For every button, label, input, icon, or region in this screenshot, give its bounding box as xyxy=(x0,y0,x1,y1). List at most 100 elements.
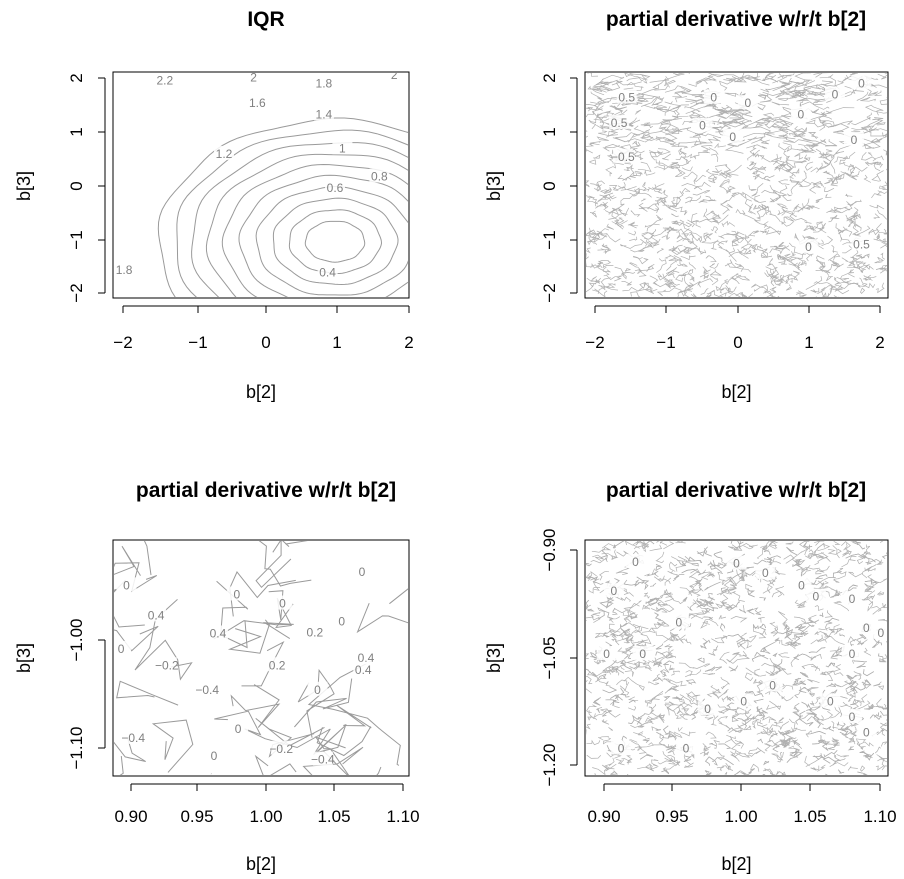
contour-level xyxy=(598,736,609,741)
contour-level xyxy=(862,683,872,689)
contour-level xyxy=(753,286,769,292)
contour-level xyxy=(769,268,775,276)
contour-level xyxy=(709,269,722,276)
plot-frame xyxy=(112,71,410,299)
contour-level xyxy=(786,749,803,763)
contour-label: 0 xyxy=(762,566,769,580)
contour-level xyxy=(586,614,595,619)
contour-level xyxy=(846,266,861,269)
contour-level xyxy=(594,632,606,639)
contour-level xyxy=(646,693,664,707)
contour-level xyxy=(690,607,710,619)
contour-level xyxy=(657,757,672,765)
contour-level xyxy=(799,161,807,164)
contour-level xyxy=(794,148,807,157)
contour-level xyxy=(847,163,868,172)
panel-2: 0.5 0.5 −0.5 0 0 0 0 0 0 0 0 0 0.5 partial derivative… xyxy=(484,8,889,402)
contour-level xyxy=(859,287,866,295)
contour-level xyxy=(781,220,794,227)
contour-level xyxy=(609,185,619,192)
contour-level xyxy=(592,108,604,121)
contour-level xyxy=(672,686,677,690)
contour-level xyxy=(664,85,692,95)
contour-level xyxy=(862,563,877,579)
contour-level xyxy=(818,155,830,159)
contour-level xyxy=(857,694,868,703)
contour-level xyxy=(840,273,855,284)
contour-level xyxy=(191,142,408,297)
contour-level xyxy=(610,770,618,775)
contour-level xyxy=(878,181,887,189)
contour-level xyxy=(786,546,798,556)
contour-level xyxy=(741,113,753,122)
contour-level xyxy=(675,73,685,76)
contour-level xyxy=(849,167,855,175)
contour-level xyxy=(613,578,620,586)
x-tick-label: 2 xyxy=(875,333,884,352)
contour-level xyxy=(752,152,760,158)
contour-level xyxy=(637,721,654,728)
contour-level xyxy=(854,698,862,707)
contour-level xyxy=(800,624,815,635)
contour-level xyxy=(658,578,671,585)
contour-level xyxy=(826,276,833,282)
contour-level xyxy=(702,199,716,202)
contour-level xyxy=(863,275,871,281)
contour-level xyxy=(617,224,625,230)
contour-level xyxy=(683,696,699,706)
contour-level xyxy=(806,715,824,722)
contour-level xyxy=(693,175,698,185)
contour-level xyxy=(644,573,659,578)
contour-level xyxy=(746,162,757,171)
contour-level xyxy=(719,587,729,596)
contour-level xyxy=(828,624,840,638)
contour-level xyxy=(687,556,703,564)
contour-level xyxy=(770,153,779,165)
contour-level xyxy=(773,740,787,749)
contour-level xyxy=(694,578,703,586)
y-tick-label: 2 xyxy=(67,73,86,82)
contour-level xyxy=(713,645,719,651)
x-tick-label: 1.10 xyxy=(386,807,419,826)
contour-level xyxy=(688,262,697,270)
contour-level xyxy=(662,287,676,292)
contour-level xyxy=(700,145,713,151)
contour-level xyxy=(847,269,855,274)
contour-level xyxy=(660,663,670,673)
contour-level xyxy=(679,587,693,596)
contour-level xyxy=(664,701,674,709)
contour-level xyxy=(662,153,671,161)
contour-label: 0 xyxy=(733,557,740,571)
contour-level xyxy=(640,742,655,748)
contour-level xyxy=(645,597,659,604)
contour-level xyxy=(590,140,602,146)
contour-level xyxy=(609,700,620,709)
contour-level xyxy=(771,276,782,286)
contour-level xyxy=(722,115,745,124)
contour-level xyxy=(725,600,740,612)
contour-level xyxy=(798,686,810,693)
contour-level xyxy=(738,244,753,259)
x-tick-label: −2 xyxy=(585,333,604,352)
contour-level xyxy=(777,254,786,261)
contour-level xyxy=(593,581,604,585)
contour-level xyxy=(832,545,840,559)
contour-level xyxy=(731,239,739,247)
contour-level xyxy=(704,547,708,554)
contour-level xyxy=(801,566,820,571)
contour-level xyxy=(671,213,679,217)
contour-level xyxy=(656,248,665,254)
contour-level xyxy=(602,260,614,268)
contour-level xyxy=(655,631,674,643)
contour-level xyxy=(712,690,719,700)
contour-level xyxy=(708,289,721,297)
x-tick-label: 1 xyxy=(804,333,813,352)
y-tick-label: −1 xyxy=(67,230,86,249)
contour-level xyxy=(593,101,609,112)
contour-level xyxy=(655,135,674,142)
contour-level xyxy=(668,279,677,288)
contour-level xyxy=(859,765,866,772)
contour-level xyxy=(819,565,830,573)
contour-level xyxy=(630,291,641,297)
contour-level xyxy=(612,186,627,191)
